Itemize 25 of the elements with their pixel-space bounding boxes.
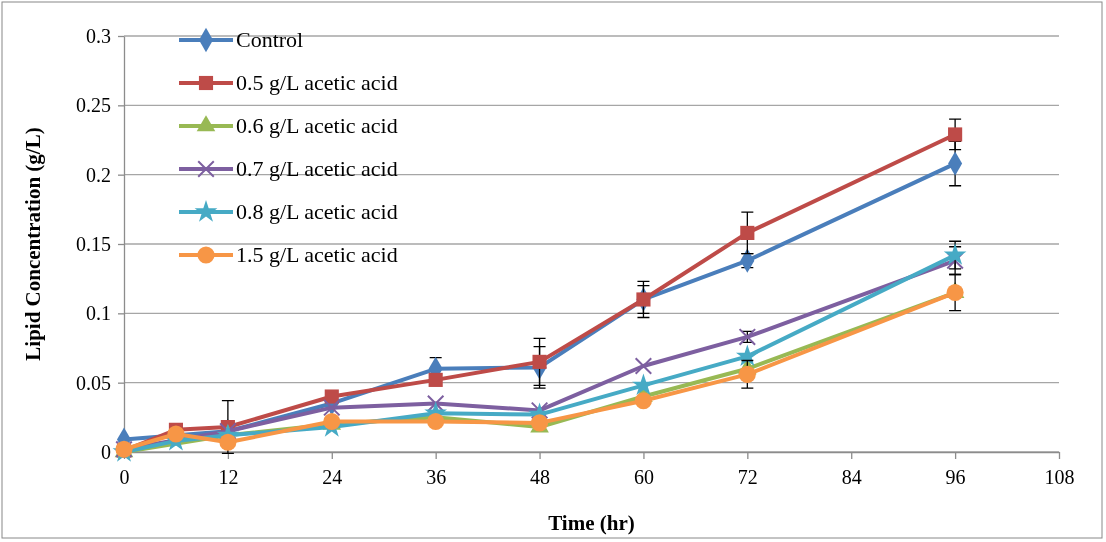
legend-label: 1.5 g/L acetic acid — [236, 242, 398, 267]
x-tick-label: 84 — [841, 466, 862, 488]
y-tick-label: 0.3 — [86, 24, 111, 47]
x-tick-label: 108 — [1044, 466, 1075, 488]
x-tick-label: 24 — [322, 466, 343, 488]
y-tick-label: 0 — [101, 440, 111, 463]
y-axis-title: Lipid Concentration (g/L) — [21, 127, 45, 361]
legend-label: 0.5 g/L acetic acid — [236, 70, 398, 95]
x-axis-title: Time (hr) — [548, 511, 635, 535]
x-tick-label: 12 — [218, 466, 239, 488]
x-tick-label: 72 — [737, 466, 758, 488]
y-tick-label: 0.2 — [86, 163, 111, 186]
x-tick-label: 96 — [945, 466, 966, 488]
legend-label: 0.7 g/L acetic acid — [236, 156, 398, 181]
x-tick-label: 36 — [426, 466, 447, 488]
x-tick-label: 0 — [119, 466, 130, 488]
x-tick-label: 60 — [633, 466, 654, 488]
y-tick-label: 0.1 — [86, 302, 111, 325]
legend-label: Control — [236, 27, 304, 52]
legend-label: 0.6 g/L acetic acid — [236, 113, 398, 138]
x-tick-label: 48 — [530, 466, 551, 488]
y-tick-label: 0.25 — [76, 94, 111, 117]
y-tick-label: 0.15 — [76, 232, 111, 255]
legend-label: 0.8 g/L acetic acid — [236, 199, 398, 224]
y-tick-label: 0.05 — [76, 371, 111, 394]
